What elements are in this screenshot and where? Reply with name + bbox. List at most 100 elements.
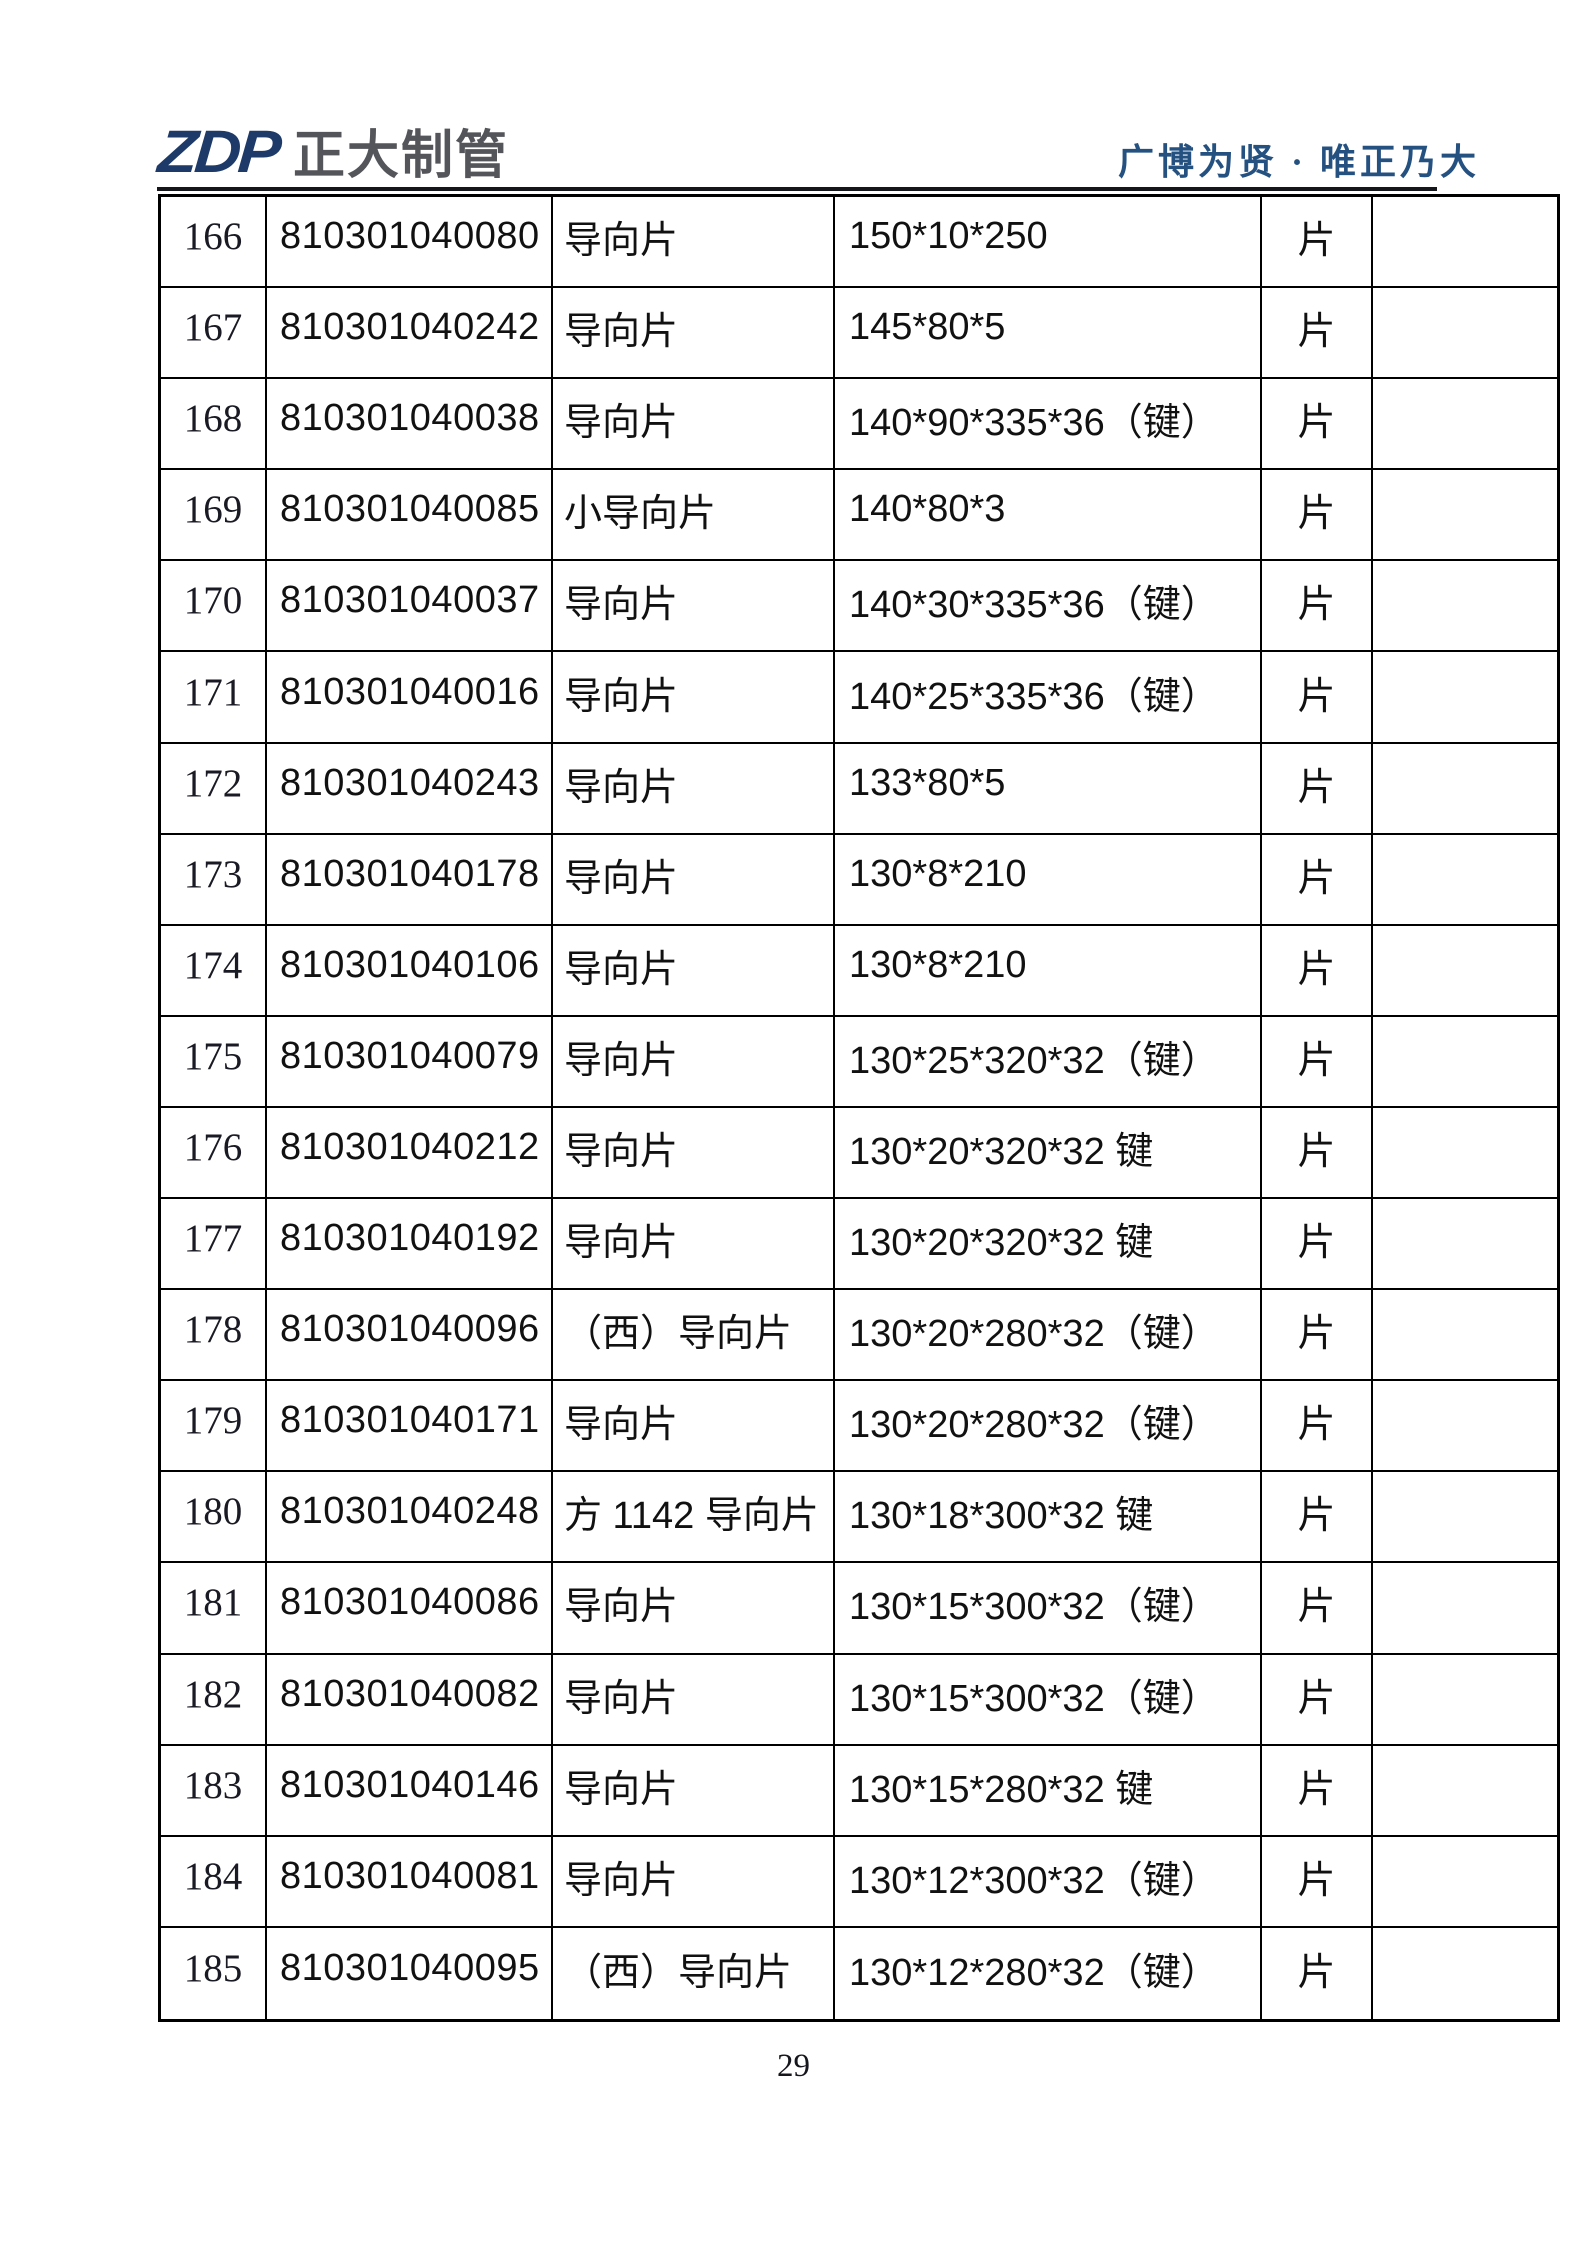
cell-note [1373, 197, 1557, 289]
cell-unit: 片 [1262, 470, 1373, 562]
cell-row-number: 184 [161, 1836, 267, 1928]
cell-part-code: 810301040096 [267, 1290, 553, 1382]
table-row: 185 810301040095 （西）导向片 130*12*280*32（键）片 [161, 1927, 1557, 2019]
cell-note [1373, 652, 1557, 744]
cell-part-code: 810301040171 [267, 1381, 553, 1473]
cell-part-name: 方 1142 导向片 [553, 1472, 835, 1564]
cell-row-number: 169 [161, 470, 267, 562]
cell-row-number: 181 [161, 1563, 267, 1655]
cell-part-code: 810301040243 [267, 743, 553, 835]
cell-note [1373, 1655, 1557, 1746]
cell-part-spec: 140*80*3 [835, 470, 1262, 562]
cell-part-code: 810301040081 [267, 1836, 553, 1928]
cell-unit: 片 [1262, 1107, 1373, 1200]
cell-part-spec: 130*20*320*32 键 [835, 1199, 1262, 1291]
cell-part-code: 810301040242 [267, 288, 553, 380]
table-row: 170 810301040037 导向片 140*30*335*36（键）片 [161, 561, 1557, 653]
cell-unit: 片 [1262, 1654, 1373, 1746]
cell-note [1373, 288, 1557, 380]
table-row: 183 810301040146 导向片 130*15*280*32 键片 [161, 1745, 1557, 1837]
cell-part-code: 810301040080 [267, 197, 553, 289]
cell-note [1373, 1746, 1557, 1837]
cell-unit: 片 [1262, 743, 1373, 835]
cell-part-spec: 130*8*210 [835, 925, 1262, 1017]
cell-part-name: 导向片 [553, 834, 835, 926]
cell-unit: 片 [1262, 379, 1373, 471]
cell-row-number: 168 [161, 379, 267, 471]
cell-part-spec: 130*25*320*32（键） [835, 1016, 1262, 1108]
cell-row-number: 171 [161, 652, 267, 744]
cell-part-spec: 130*15*280*32 键 [835, 1745, 1262, 1837]
table-row: 177 810301040192 导向片 130*20*320*32 键片 [161, 1199, 1557, 1291]
table-row: 169 810301040085 小导向片 140*80*3 片 [161, 470, 1557, 562]
cell-row-number: 173 [161, 834, 267, 926]
cell-row-number: 185 [161, 1927, 267, 2019]
cell-note [1373, 1199, 1557, 1291]
cell-part-code: 810301040248 [267, 1472, 553, 1564]
cell-unit: 片 [1262, 561, 1373, 653]
cell-part-code: 810301040095 [267, 1927, 553, 2019]
cell-note [1373, 1837, 1557, 1928]
cell-row-number: 182 [161, 1654, 267, 1746]
cell-unit: 片 [1262, 288, 1373, 380]
cell-row-number: 166 [161, 197, 267, 289]
cell-unit: 片 [1262, 197, 1373, 289]
cell-part-code: 810301040079 [267, 1016, 553, 1108]
cell-part-spec: 130*15*300*32（键） [835, 1563, 1262, 1655]
cell-part-name: （西）导向片 [553, 1290, 835, 1382]
cell-part-name: 导向片 [553, 1836, 835, 1928]
table-row: 182 810301040082 导向片 130*15*300*32（键）片 [161, 1654, 1557, 1746]
cell-unit: 片 [1262, 1381, 1373, 1473]
parts-table: 166 810301040080 导向片 150*10*250 片 167 81030104… [158, 194, 1560, 2022]
cell-part-code: 810301040086 [267, 1563, 553, 1655]
cell-unit: 片 [1262, 1199, 1373, 1291]
cell-part-spec: 130*20*280*32（键） [835, 1290, 1262, 1382]
cell-note [1373, 470, 1557, 562]
cell-unit: 片 [1262, 1836, 1373, 1928]
cell-part-code: 810301040178 [267, 834, 553, 926]
table-row: 180 810301040248 方 1142 导向片 130*18*300*32 键… [161, 1472, 1557, 1564]
cell-part-name: 导向片 [553, 652, 835, 744]
cell-part-code: 810301040038 [267, 379, 553, 471]
table-row: 176 810301040212 导向片 130*20*320*32 键片 [161, 1107, 1557, 1200]
cell-row-number: 178 [161, 1290, 267, 1382]
header-divider [157, 187, 1437, 191]
table-row: 175 810301040079 导向片 130*25*320*32（键）片 [161, 1016, 1557, 1108]
cell-part-code: 810301040016 [267, 652, 553, 744]
cell-part-name: 导向片 [553, 288, 835, 380]
cell-part-spec: 130*12*280*32（键） [835, 1927, 1262, 2019]
table-row: 178 810301040096 （西）导向片 130*20*280*32（键）片 [161, 1290, 1557, 1382]
cell-part-spec: 150*10*250 [835, 197, 1262, 289]
cell-note [1373, 744, 1557, 835]
cell-note [1373, 1017, 1557, 1108]
cell-row-number: 167 [161, 288, 267, 380]
cell-part-spec: 140*90*335*36（键） [835, 379, 1262, 471]
cell-part-name: 导向片 [553, 561, 835, 653]
cell-note [1373, 1928, 1557, 2019]
cell-row-number: 170 [161, 561, 267, 653]
table-row: 167 810301040242 导向片 145*80*5 片 [161, 288, 1557, 380]
cell-note [1373, 1381, 1557, 1473]
cell-unit: 片 [1262, 1563, 1373, 1655]
table-row: 166 810301040080 导向片 150*10*250 片 [161, 197, 1557, 289]
table-row: 168 810301040038 导向片 140*90*335*36（键）片 [161, 379, 1557, 471]
cell-part-name: 导向片 [553, 1563, 835, 1655]
cell-unit: 片 [1262, 925, 1373, 1017]
cell-row-number: 177 [161, 1199, 267, 1291]
cell-part-spec: 140*25*335*36（键） [835, 652, 1262, 744]
cell-row-number: 180 [161, 1472, 267, 1564]
table-row: 179 810301040171 导向片 130*20*280*32（键）片 [161, 1381, 1557, 1473]
cell-row-number: 175 [161, 1016, 267, 1108]
cell-row-number: 172 [161, 743, 267, 835]
cell-part-name: 导向片 [553, 197, 835, 289]
page-number: 29 [777, 2048, 810, 2084]
cell-part-code: 810301040037 [267, 561, 553, 653]
table-row: 174 810301040106 导向片 130*8*210 片 [161, 925, 1557, 1017]
cell-note [1373, 379, 1557, 471]
cell-part-spec: 133*80*5 [835, 743, 1262, 835]
cell-unit: 片 [1262, 1745, 1373, 1837]
cell-note [1373, 1563, 1557, 1655]
cell-part-code: 810301040146 [267, 1745, 553, 1837]
cell-part-name: 导向片 [553, 1381, 835, 1473]
